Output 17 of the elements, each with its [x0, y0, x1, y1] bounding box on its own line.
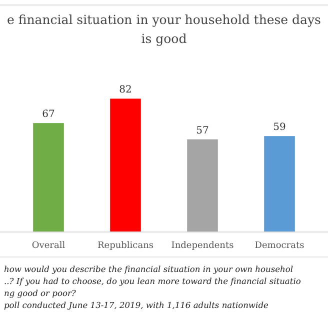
x-tick-label: Republicans	[98, 241, 154, 251]
x-tick-label: Overall	[32, 241, 66, 251]
text: how would you describe the financial situation in your own househol	[4, 264, 294, 274]
data-label: 67	[42, 109, 55, 120]
chart-title: e financial situation in your household these days is good	[7, 12, 321, 46]
text: ng good or poor?	[4, 288, 76, 298]
bar	[264, 136, 295, 232]
text: poll conducted June 13-17, 2019, with 1,116 adults nationwide	[4, 300, 268, 310]
bar	[187, 139, 218, 232]
data-label: 82	[119, 84, 132, 96]
data-label: 59	[273, 122, 286, 134]
data-label: 57	[196, 125, 209, 136]
bar	[110, 98, 141, 232]
text: ..? If you had to choose, do you lean more toward the financial situatio	[4, 276, 301, 286]
x-tick-label: Independents	[171, 241, 234, 251]
x-tick-label: Democrats	[254, 241, 305, 251]
bar	[33, 123, 64, 232]
